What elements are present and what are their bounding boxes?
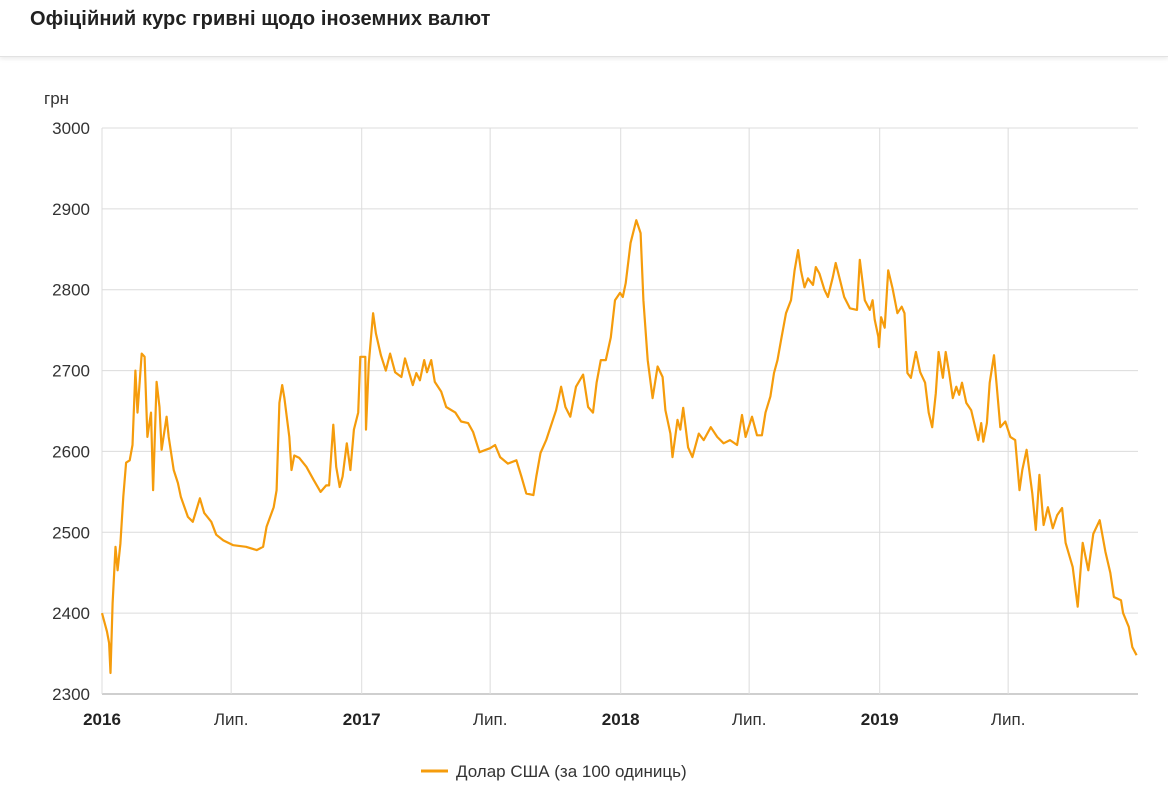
y-tick-label: 2500 — [52, 523, 90, 542]
y-tick-label: 2300 — [52, 685, 90, 704]
y-tick-label: 2700 — [52, 362, 90, 381]
y-tick-label: 2800 — [52, 281, 90, 300]
x-tick-labels: 2016 Лип. 2017 Лип. 2018 Лип. 2019 Лип. — [83, 710, 1025, 729]
y-tick-label: 3000 — [52, 119, 90, 138]
y-axis-label: грн — [44, 89, 69, 108]
y-tick-labels: 3000 2900 2800 2700 2600 2500 2400 2300 — [52, 119, 90, 704]
grid — [101, 127, 1138, 695]
x-tick-label: 2016 — [83, 710, 121, 729]
x-tick-label: Лип. — [991, 710, 1026, 729]
y-tick-label: 2400 — [52, 604, 90, 623]
page-title: Офіційний курс гривні щодо іноземних вал… — [30, 8, 491, 30]
legend[interactable]: Долар США (за 100 одиниць) — [421, 762, 687, 781]
x-tick-label: 2019 — [861, 710, 899, 729]
y-tick-label: 2900 — [52, 200, 90, 219]
x-tick-label: Лип. — [473, 710, 508, 729]
y-tick-label: 2600 — [52, 442, 90, 461]
x-tick-label: Лип. — [732, 710, 767, 729]
title-bar: Офіційний курс гривні щодо іноземних вал… — [0, 0, 1168, 57]
series-line-usd — [100, 219, 1138, 675]
x-tick-label: Лип. — [214, 710, 249, 729]
x-tick-label: 2017 — [343, 710, 381, 729]
legend-label-usd: Долар США (за 100 одиниць) — [456, 762, 687, 781]
series-layer — [100, 219, 1138, 675]
x-tick-label: 2018 — [602, 710, 640, 729]
